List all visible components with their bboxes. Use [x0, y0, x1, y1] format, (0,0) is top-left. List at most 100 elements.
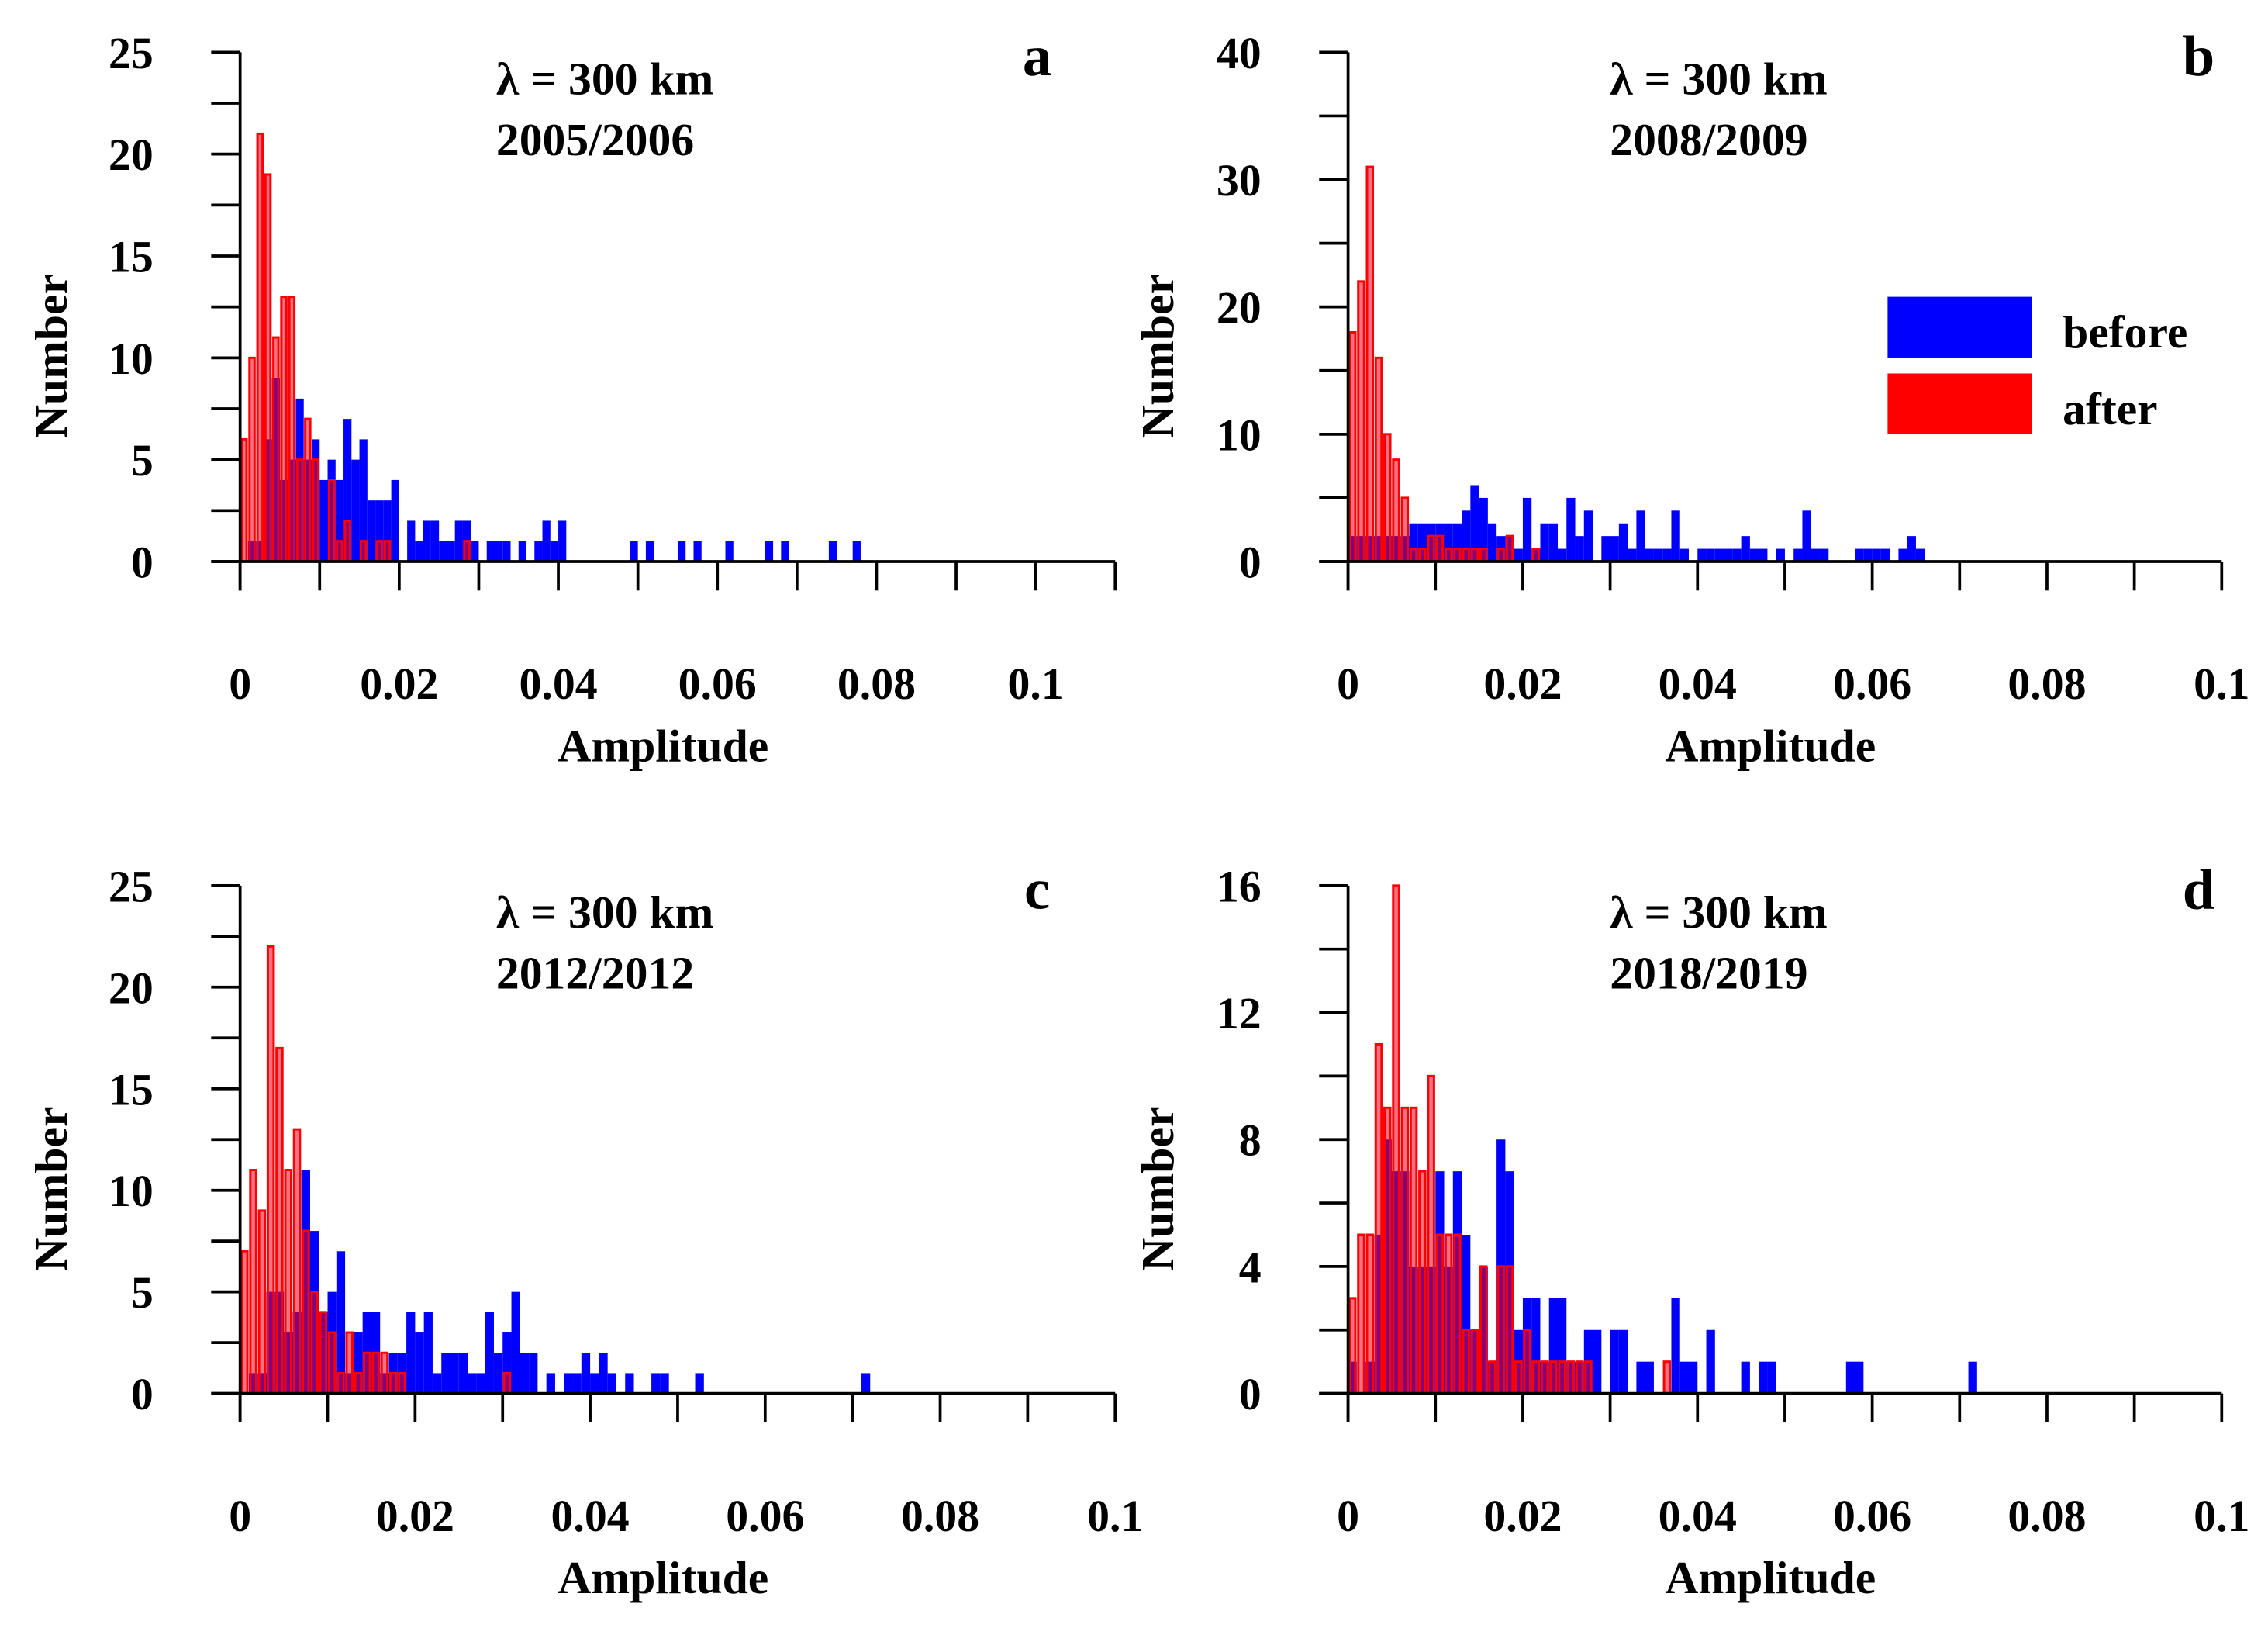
y-tick-label: 20	[109, 130, 154, 180]
bar-before	[468, 1373, 477, 1394]
bar-before	[1671, 1298, 1680, 1394]
legend-label-before: before	[2063, 306, 2187, 358]
x-tick-label: 0.1	[1087, 1491, 1143, 1541]
bar-after	[310, 1291, 319, 1395]
bar-before	[1636, 1361, 1645, 1394]
bar-before	[1610, 536, 1619, 562]
bar-before	[1776, 548, 1785, 562]
bar-after	[383, 540, 392, 563]
bar-after	[1418, 548, 1427, 563]
bar-before	[351, 459, 360, 562]
bar-before	[407, 520, 416, 562]
bar-before	[439, 541, 447, 562]
bar-after	[398, 1371, 406, 1395]
bar-before	[1557, 1298, 1567, 1394]
bar-after	[240, 437, 248, 563]
bar-after	[248, 356, 256, 563]
annotation-wavelength: λ = 300 km	[1610, 887, 1828, 938]
bar-before	[511, 1291, 520, 1394]
bar-before	[1645, 548, 1654, 562]
bar-before	[1628, 548, 1637, 562]
legend: before after	[1887, 296, 2187, 434]
x-tick-label: 0.04	[1659, 658, 1737, 709]
bar-after	[319, 1311, 328, 1395]
bar-after	[304, 417, 312, 563]
bar-before	[1872, 548, 1881, 562]
bar-after	[1566, 1360, 1576, 1395]
bar-before	[1671, 510, 1680, 562]
bar-before	[476, 1373, 485, 1394]
bar-after	[284, 1169, 293, 1395]
bar-before	[1793, 548, 1803, 562]
bar-before	[630, 541, 638, 562]
bar-before	[590, 1373, 599, 1394]
bar-after	[375, 540, 383, 563]
bar-before	[359, 439, 368, 562]
bar-after	[1435, 534, 1445, 563]
y-tick-label: 10	[109, 334, 154, 384]
bar-before	[1898, 548, 1907, 562]
bar-before	[1487, 523, 1497, 562]
bar-after	[1531, 548, 1541, 563]
bar-after	[1435, 1233, 1445, 1395]
bar-before	[1462, 510, 1471, 562]
bar-after	[1558, 1360, 1566, 1395]
bar-before	[485, 1312, 494, 1394]
x-tick-label: 0.04	[551, 1491, 630, 1541]
bar-before	[861, 1373, 871, 1394]
x-tick-label: 0.02	[360, 658, 438, 709]
bar-before	[1444, 523, 1453, 562]
bar-before	[725, 541, 734, 562]
bar-before	[391, 479, 399, 562]
bar-before	[695, 1373, 704, 1394]
bar-before	[520, 1353, 530, 1394]
bar-before	[415, 541, 423, 562]
bar-before	[1618, 1329, 1628, 1394]
bar-after	[1400, 1106, 1410, 1395]
bar-before	[1706, 548, 1715, 562]
x-tick-label: 0.08	[2007, 1491, 2086, 1541]
panel-letter: d	[2183, 859, 2215, 922]
bar-after	[292, 1128, 302, 1395]
bar-before	[645, 541, 654, 562]
bar-before	[1452, 523, 1462, 562]
bar-after	[1540, 1360, 1549, 1395]
bar-before	[430, 520, 440, 562]
bar-after	[1462, 548, 1470, 563]
bar-after	[312, 458, 319, 563]
bar-before	[1593, 1329, 1602, 1394]
bar-before	[1811, 548, 1821, 562]
y-tick-label: 20	[109, 963, 154, 1013]
y-tick-label: 8	[1239, 1115, 1262, 1166]
y-axis-label: Number	[1132, 1107, 1183, 1271]
bar-after	[288, 296, 296, 563]
x-axis-label: Amplitude	[1665, 720, 1876, 771]
y-tick-label: 15	[109, 1064, 154, 1115]
bar-before	[529, 1353, 538, 1394]
bar-after	[1453, 1233, 1462, 1395]
bar-before	[502, 1332, 512, 1394]
panel-b: 0 0.02 0.04 0.06 0.08 0.1 0 10 20 30 40 Amplitude Nu…	[1132, 25, 2250, 771]
bar-before	[1601, 536, 1610, 562]
annotation-period: 2012/2012	[496, 947, 694, 998]
x-tick-label: 0.06	[1833, 658, 1911, 709]
x-tick-label: 0.1	[2194, 658, 2249, 709]
bar-before	[1767, 1361, 1776, 1394]
bar-before	[1514, 548, 1523, 562]
bar-after	[1348, 1297, 1357, 1395]
bar-before	[471, 541, 479, 562]
bar-before	[1749, 548, 1759, 562]
bar-before	[1531, 1298, 1541, 1394]
bar-after	[1392, 884, 1400, 1395]
y-tick-label: 25	[109, 28, 154, 78]
bar-after	[1505, 1265, 1514, 1395]
bar-before	[550, 541, 559, 562]
bar-after	[327, 479, 336, 563]
y-tick-label: 30	[1217, 155, 1262, 206]
bar-after	[502, 1371, 512, 1395]
bar-before	[1548, 523, 1558, 562]
panel-d: 0 0.02 0.04 0.06 0.08 0.1 0 4 8 12 16 Amplitude Numb…	[1132, 859, 2250, 1603]
bar-before	[1845, 1361, 1855, 1394]
x-tick-label: 0	[1337, 1491, 1359, 1541]
